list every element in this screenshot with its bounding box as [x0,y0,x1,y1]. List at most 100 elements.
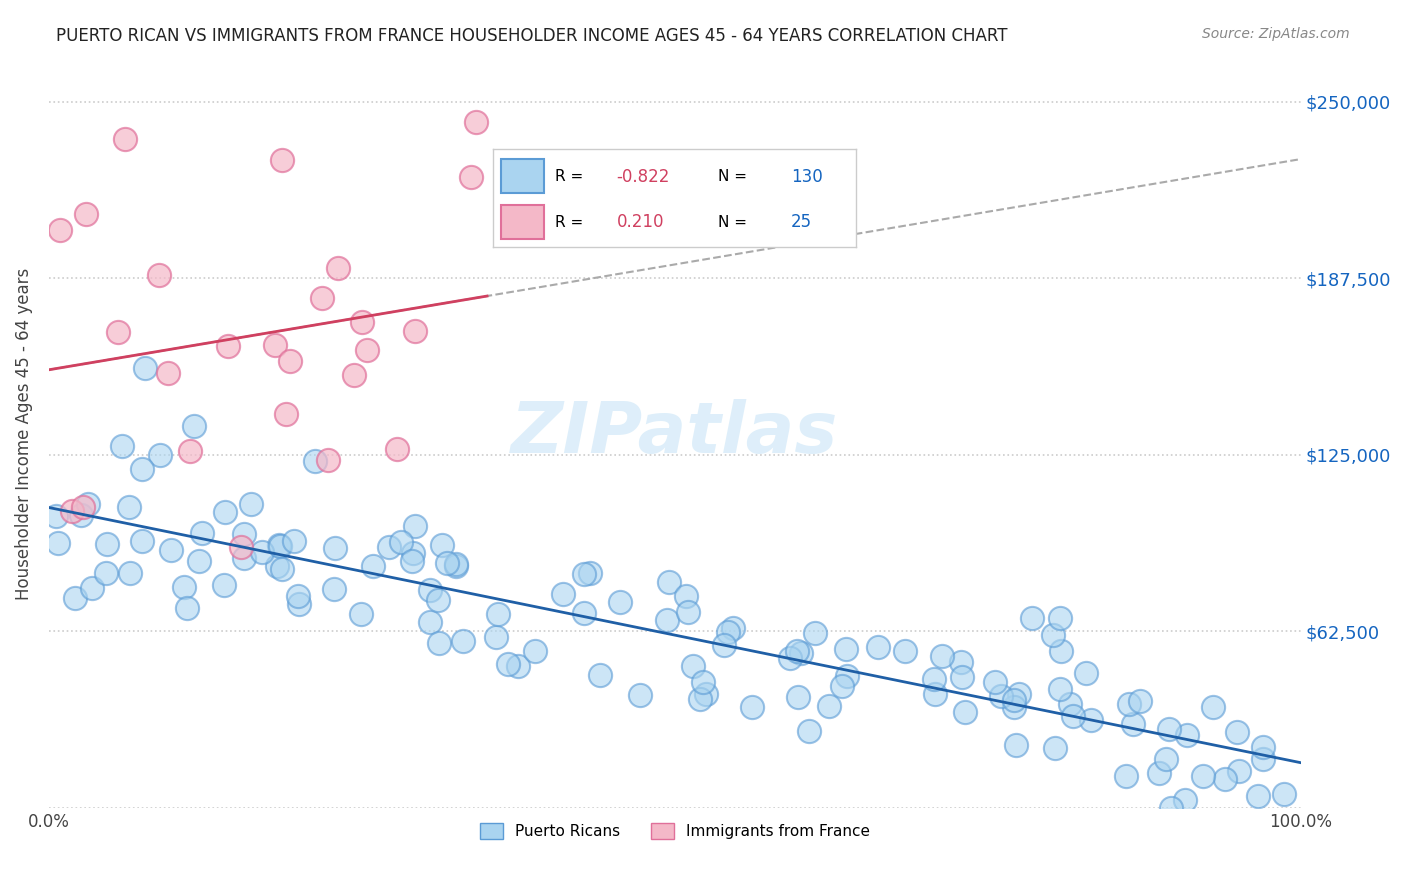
Puerto Ricans [419,583,441,598]
Puerto Ricans [1062,709,1084,723]
Immigrants from France [217,339,239,353]
Puerto Ricans [134,360,156,375]
Puerto Ricans [1049,611,1071,625]
Puerto Ricans [131,461,153,475]
Puerto Ricans [524,644,547,658]
Puerto Ricans [1175,727,1198,741]
Puerto Ricans [723,621,745,635]
Puerto Ricans [831,679,853,693]
Immigrants from France [356,343,378,358]
Puerto Ricans [120,566,142,580]
Puerto Ricans [1251,752,1274,766]
Puerto Ricans [183,418,205,433]
Puerto Ricans [1227,764,1250,778]
Puerto Ricans [1118,697,1140,711]
Puerto Ricans [1272,787,1295,801]
Puerto Ricans [377,540,399,554]
Puerto Ricans [325,541,347,555]
Immigrants from France [343,368,366,383]
Puerto Ricans [1080,713,1102,727]
Puerto Ricans [1122,717,1144,731]
Puerto Ricans [283,534,305,549]
Puerto Ricans [506,659,529,673]
Immigrants from France [350,315,373,329]
Puerto Ricans [1160,801,1182,815]
Puerto Ricans [77,497,100,511]
Puerto Ricans [1043,741,1066,756]
Puerto Ricans [1002,693,1025,707]
Puerto Ricans [212,578,235,592]
Immigrants from France [270,153,292,167]
Immigrants from France [179,443,201,458]
Puerto Ricans [692,674,714,689]
Puerto Ricans [304,454,326,468]
Immigrants from France [60,504,83,518]
Puerto Ricans [950,670,973,684]
Puerto Ricans [266,558,288,573]
Immigrants from France [460,170,482,185]
Immigrants from France [311,291,333,305]
Puerto Ricans [361,559,384,574]
Puerto Ricans [486,607,509,621]
Puerto Ricans [578,566,600,580]
Puerto Ricans [323,582,346,597]
Puerto Ricans [239,497,262,511]
Puerto Ricans [1004,738,1026,752]
Puerto Ricans [267,538,290,552]
Puerto Ricans [868,640,890,654]
Text: Source: ZipAtlas.com: Source: ZipAtlas.com [1202,27,1350,41]
Puerto Ricans [444,559,467,574]
Puerto Ricans [818,698,841,713]
Puerto Ricans [350,607,373,622]
Immigrants from France [107,325,129,339]
Immigrants from France [49,223,72,237]
Puerto Ricans [1157,722,1180,736]
Puerto Ricans [427,592,450,607]
Puerto Ricans [609,595,631,609]
Immigrants from France [274,407,297,421]
Immigrants from France [231,540,253,554]
Puerto Ricans [46,536,69,550]
Puerto Ricans [401,554,423,568]
Immigrants from France [278,354,301,368]
Puerto Ricans [1021,611,1043,625]
Puerto Ricans [922,672,945,686]
Text: PUERTO RICAN VS IMMIGRANTS FROM FRANCE HOUSEHOLDER INCOME AGES 45 - 64 YEARS COR: PUERTO RICAN VS IMMIGRANTS FROM FRANCE H… [56,27,1008,45]
Puerto Ricans [419,615,441,629]
Puerto Ricans [713,638,735,652]
Immigrants from France [404,324,426,338]
Immigrants from France [75,207,97,221]
Puerto Ricans [233,550,256,565]
Puerto Ricans [1226,725,1249,739]
Puerto Ricans [149,448,172,462]
Puerto Ricans [1213,772,1236,786]
Puerto Ricans [1154,752,1177,766]
Puerto Ricans [1008,687,1031,701]
Immigrants from France [114,131,136,145]
Puerto Ricans [551,587,574,601]
Puerto Ricans [1149,765,1171,780]
Puerto Ricans [678,605,700,619]
Puerto Ricans [427,636,450,650]
Puerto Ricans [695,687,717,701]
Immigrants from France [316,453,339,467]
Puerto Ricans [187,553,209,567]
Puerto Ricans [655,614,678,628]
Puerto Ricans [894,644,917,658]
Puerto Ricans [689,692,711,706]
Puerto Ricans [589,668,612,682]
Immigrants from France [156,366,179,380]
Immigrants from France [465,115,488,129]
Puerto Ricans [1174,793,1197,807]
Puerto Ricans [628,689,651,703]
Puerto Ricans [779,650,801,665]
Puerto Ricans [1049,644,1071,658]
Puerto Ricans [94,566,117,581]
Puerto Ricans [1049,681,1071,696]
Puerto Ricans [675,589,697,603]
Puerto Ricans [1002,699,1025,714]
Immigrants from France [328,261,350,276]
Immigrants from France [148,268,170,282]
Puerto Ricans [451,633,474,648]
Puerto Ricans [804,626,827,640]
